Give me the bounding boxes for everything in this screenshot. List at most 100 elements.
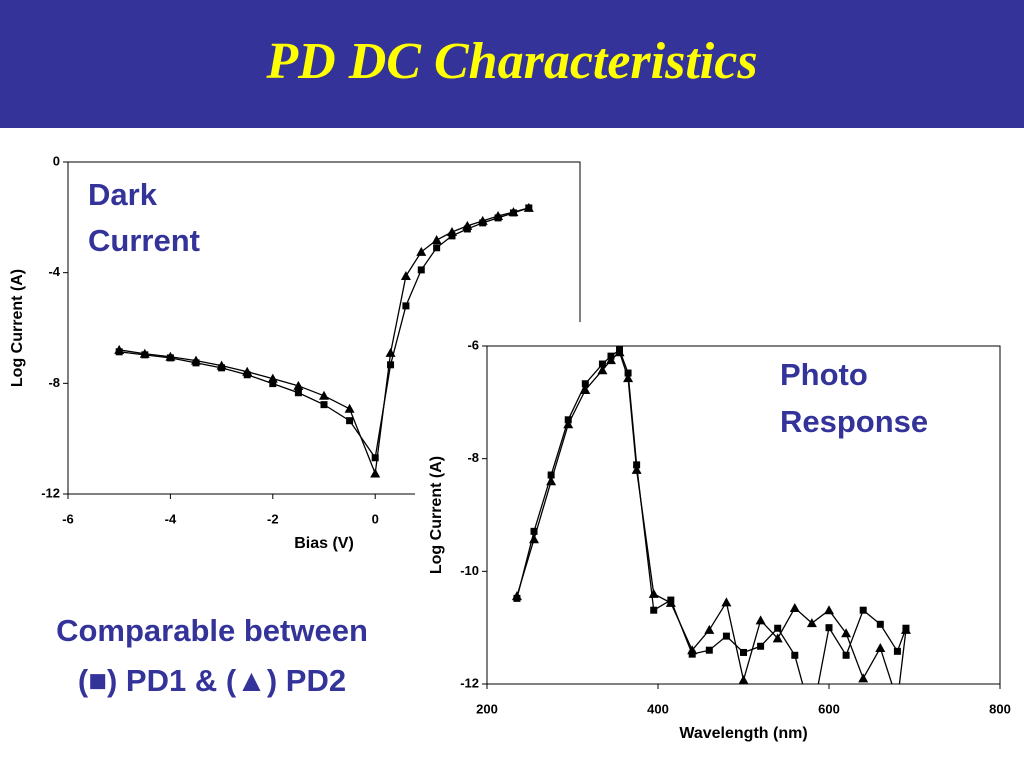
x-tick-label: 400	[647, 701, 669, 716]
data-point	[344, 403, 355, 413]
y-tick-label: -6	[467, 337, 479, 352]
data-point	[402, 302, 410, 310]
data-point	[581, 380, 589, 388]
data-point	[529, 534, 540, 544]
data-point	[841, 628, 852, 638]
data-point	[400, 270, 411, 280]
data-point	[433, 244, 441, 252]
data-point	[546, 476, 557, 486]
data-point	[740, 648, 747, 656]
caption: Comparable between	[56, 613, 368, 648]
chart-background	[415, 322, 1024, 768]
x-tick-label: 800	[989, 701, 1011, 716]
data-point	[269, 380, 277, 388]
caption: (■) PD1 & (▲) PD2	[78, 663, 346, 698]
title-bar	[0, 0, 1024, 128]
data-point	[267, 373, 278, 383]
data-point	[859, 606, 867, 614]
data-point	[875, 642, 886, 652]
y-tick-label: -12	[41, 485, 60, 500]
data-point	[242, 366, 253, 376]
data-point	[755, 615, 766, 625]
slide-title: PD DC Characteristics	[265, 33, 757, 90]
chart: -6 -8 -10 -12 200 400 600 800 Wavelength (nm) Log…	[415, 322, 1024, 768]
data-point	[447, 226, 457, 236]
x-tick-label: -2	[267, 511, 279, 526]
data-point	[721, 597, 732, 607]
data-point	[757, 642, 765, 650]
x-tick-label: -6	[62, 511, 74, 526]
data-point	[462, 220, 473, 230]
data-point	[370, 468, 381, 478]
y-tick-label: -12	[460, 675, 479, 690]
data-point	[598, 360, 606, 368]
data-point	[772, 633, 783, 643]
data-point	[704, 624, 715, 634]
data-point	[511, 591, 522, 601]
y-tick-label: -4	[48, 264, 60, 279]
data-point	[738, 675, 749, 684]
x-tick-label: 0	[372, 511, 379, 526]
y-tick-label: 0	[53, 153, 60, 168]
data-point	[842, 651, 850, 659]
data-point	[293, 380, 304, 390]
data-point	[825, 624, 833, 632]
data-point	[387, 361, 395, 369]
annotation: Current	[88, 223, 200, 258]
plot-area	[114, 202, 534, 478]
data-point	[806, 618, 817, 628]
annotation: Response	[780, 404, 928, 439]
y-axis-title: Log Current (A)	[9, 269, 26, 387]
data-point	[523, 202, 534, 212]
data-point	[650, 606, 658, 614]
data-point	[417, 266, 425, 274]
data-point	[614, 347, 625, 357]
x-tick-label: -4	[165, 511, 177, 526]
data-point	[705, 646, 713, 654]
data-point	[858, 673, 869, 683]
data-point	[665, 597, 676, 607]
data-point	[563, 419, 574, 429]
y-tick-label: -8	[467, 450, 479, 465]
y-tick-label: -8	[48, 375, 60, 390]
data-point	[416, 246, 427, 256]
x-tick-label: 600	[818, 701, 840, 716]
data-point	[508, 207, 519, 217]
data-point	[791, 651, 799, 659]
data-point	[547, 471, 555, 479]
data-point	[648, 588, 659, 598]
data-point	[876, 620, 884, 628]
data-point	[687, 645, 698, 655]
data-point	[774, 624, 782, 632]
data-point	[139, 348, 150, 358]
data-point	[893, 647, 901, 655]
x-axis-title: Bias (V)	[294, 535, 354, 552]
data-point	[900, 624, 911, 634]
data-point	[114, 344, 125, 354]
plot-area	[511, 346, 911, 684]
annotation: Dark	[88, 177, 158, 212]
data-point	[631, 464, 642, 474]
data-point	[605, 355, 616, 365]
data-point	[346, 417, 354, 425]
y-axis-title: Log Current (A)	[428, 456, 445, 574]
data-point	[431, 235, 442, 245]
data-point	[597, 365, 608, 375]
data-point	[493, 210, 504, 220]
data-point	[789, 602, 800, 612]
data-point	[624, 369, 632, 377]
x-tick-label: 200	[476, 701, 498, 716]
data-point	[319, 390, 329, 400]
data-point	[371, 454, 379, 462]
data-point	[385, 347, 396, 357]
y-tick-label: -10	[460, 563, 479, 578]
x-axis-title: Wavelength (nm)	[679, 725, 807, 742]
data-point	[623, 373, 634, 383]
data-point	[165, 351, 176, 361]
data-point	[294, 389, 302, 397]
data-point	[722, 632, 730, 640]
data-point	[477, 215, 488, 225]
